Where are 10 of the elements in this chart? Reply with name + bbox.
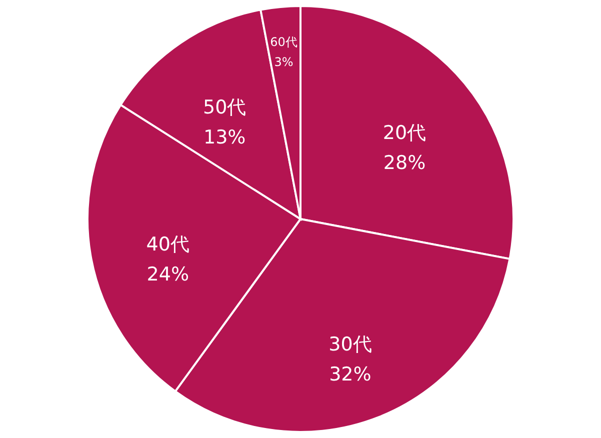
slice-label: 60代 bbox=[270, 34, 298, 49]
slice-label: 20代 bbox=[382, 122, 426, 144]
data-label: 28% bbox=[383, 152, 426, 174]
data-label: 24% bbox=[146, 263, 190, 286]
data-label: 13% bbox=[204, 126, 246, 148]
data-label: 32% bbox=[329, 364, 372, 386]
slice-label: 50代 bbox=[203, 96, 246, 118]
slice-label: 40代 bbox=[146, 233, 190, 256]
data-label: 3% bbox=[274, 54, 294, 69]
slice-label: 30代 bbox=[328, 334, 372, 356]
